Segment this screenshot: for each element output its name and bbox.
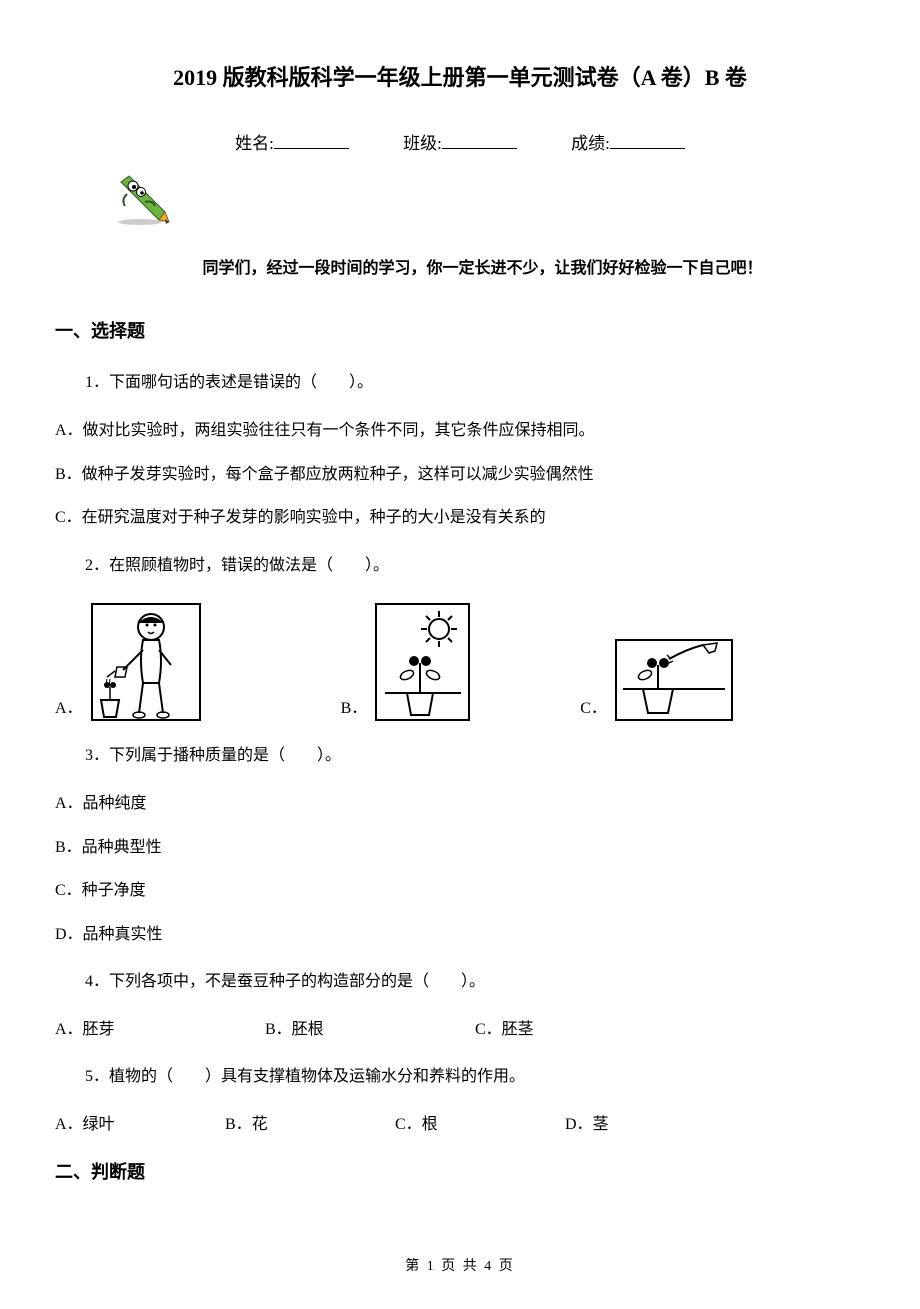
- q2-label-b: B．: [341, 696, 368, 722]
- q2-image-b-sunlight-icon: [375, 603, 470, 721]
- q5-option-a: A．绿叶: [55, 1112, 225, 1138]
- q1-option-b: B．做种子发芽实验时，每个盒子都应放两粒种子，这样可以减少实验偶然性: [55, 462, 865, 488]
- score-field: 成绩:: [571, 130, 685, 157]
- q5-stem: 5．植物的（ ）具有支撑植物体及运输水分和养料的作用。: [85, 1064, 865, 1090]
- q2-image-c-picking-icon: [615, 639, 733, 721]
- q5-options: A．绿叶 B．花 C．根 D．茎: [55, 1112, 865, 1138]
- section-2-heading: 二、判断题: [55, 1158, 865, 1187]
- q3-option-b: B．品种典型性: [55, 835, 865, 861]
- class-field: 班级:: [403, 130, 517, 157]
- q2-label-c: C．: [580, 696, 607, 722]
- class-label: 班级:: [403, 134, 442, 153]
- q2-image-a-watering-icon: [91, 603, 201, 721]
- q1-option-c: C．在研究温度对于种子发芽的影响实验中，种子的大小是没有关系的: [55, 505, 865, 531]
- score-label: 成绩:: [571, 134, 610, 153]
- q4-option-c: C．胚茎: [475, 1017, 534, 1043]
- q2-stem: 2．在照顾植物时，错误的做法是（ ）。: [85, 553, 865, 579]
- section-1-heading: 一、选择题: [55, 317, 865, 346]
- q3-option-d: D．品种真实性: [55, 922, 865, 948]
- q2-image-options: A． B: [55, 603, 865, 721]
- page-footer: 第 1 页 共 4 页: [55, 1256, 865, 1278]
- intro-text: 同学们，经过一段时间的学习，你一定长进不少，让我们好好检验一下自己吧！: [100, 256, 865, 282]
- q1-option-a: A．做对比实验时，两组实验往往只有一个条件不同，其它条件应保持相同。: [55, 418, 865, 444]
- q5-option-d: D．茎: [565, 1112, 609, 1138]
- info-header: 姓名: 班级: 成绩:: [55, 130, 865, 157]
- name-field: 姓名:: [235, 130, 349, 157]
- q2-option-b: B．: [341, 603, 471, 721]
- q5-option-c: C．根: [395, 1112, 565, 1138]
- q4-stem: 4．下列各项中，不是蚕豆种子的构造部分的是（ ）。: [85, 969, 865, 995]
- q3-stem: 3．下列属于播种质量的是（ ）。: [85, 743, 865, 769]
- q4-option-b: B．胚根: [265, 1017, 475, 1043]
- pencil-mascot-icon: [115, 172, 865, 236]
- q2-option-c: C．: [580, 639, 733, 721]
- q4-options: A．胚芽 B．胚根 C．胚茎: [55, 1017, 865, 1043]
- name-label: 姓名:: [235, 134, 274, 153]
- page-title: 2019 版教科版科学一年级上册第一单元测试卷（A 卷）B 卷: [55, 60, 865, 95]
- q2-option-a: A．: [55, 603, 201, 721]
- q4-option-a: A．胚芽: [55, 1017, 265, 1043]
- q3-option-a: A．品种纯度: [55, 791, 865, 817]
- class-blank[interactable]: [442, 131, 517, 150]
- q5-option-b: B．花: [225, 1112, 395, 1138]
- name-blank[interactable]: [274, 131, 349, 150]
- q2-label-a: A．: [55, 696, 83, 722]
- score-blank[interactable]: [610, 131, 685, 150]
- q3-option-c: C．种子净度: [55, 878, 865, 904]
- q1-stem: 1．下面哪句话的表述是错误的（ ）。: [85, 370, 865, 396]
